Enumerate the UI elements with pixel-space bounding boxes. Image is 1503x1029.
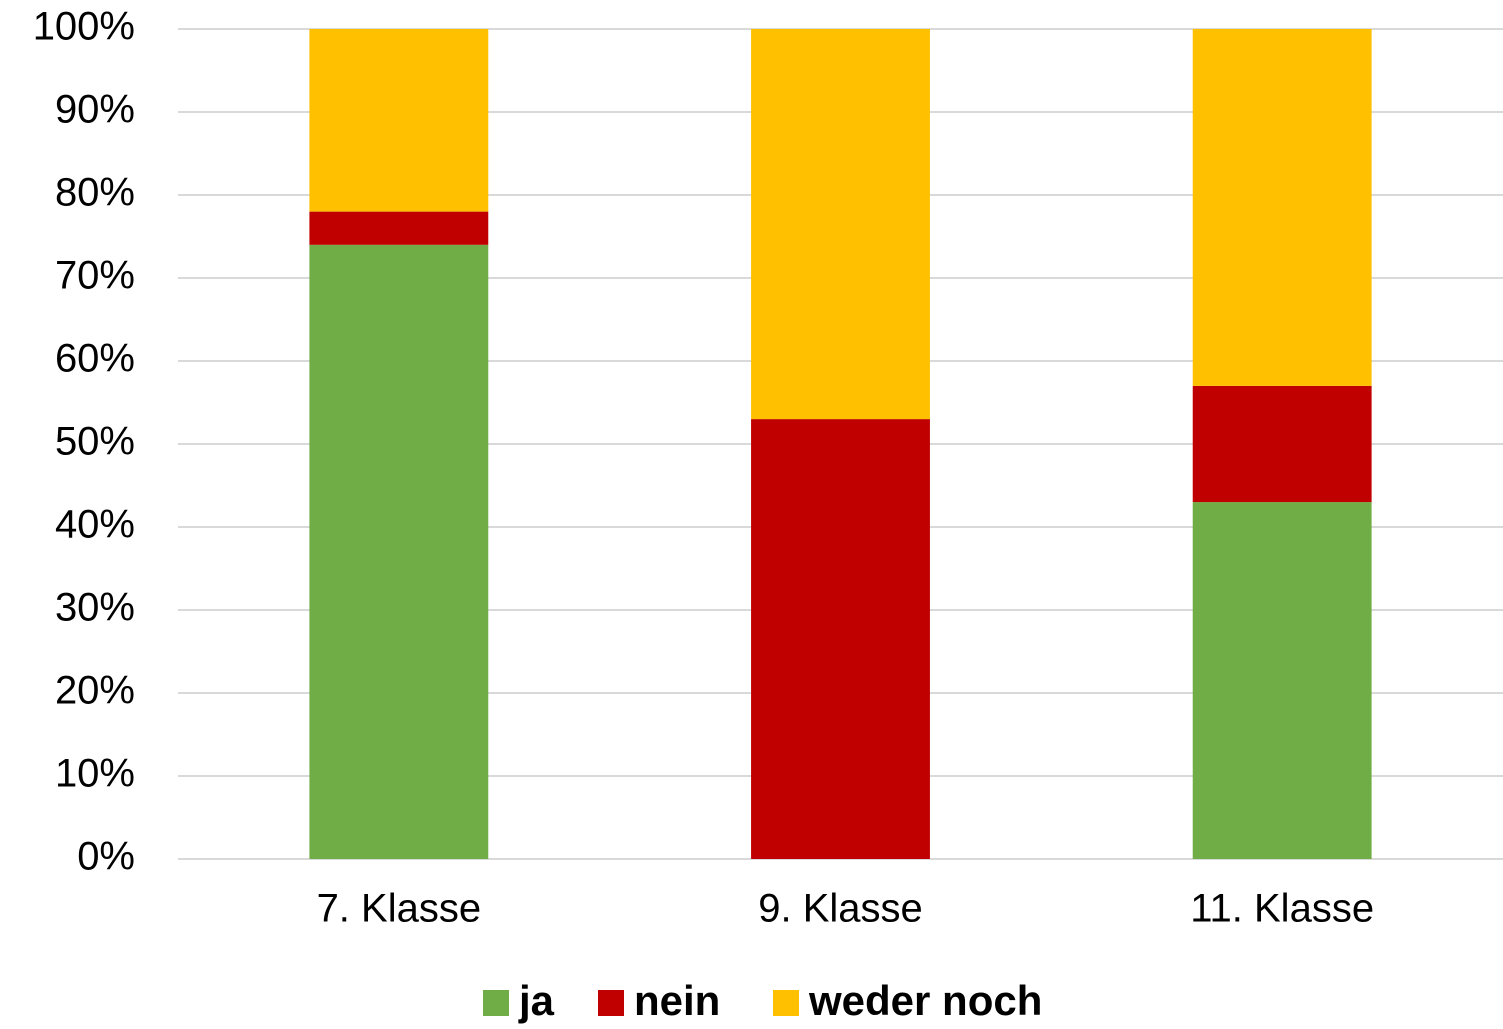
y-tick-label: 80% [55,171,135,215]
y-tick-label: 40% [55,503,135,547]
y-tick-label: 30% [55,586,135,630]
bar-segment [1192,29,1372,386]
legend-swatch [598,990,624,1016]
y-tick-label: 10% [55,752,135,796]
legend-swatch [773,990,799,1016]
bar-segment [751,419,930,859]
bar-segment [309,29,489,212]
bar-segment [1192,385,1372,503]
legend-swatch [483,990,509,1016]
bar-segment [309,244,489,860]
y-tick-label: 100% [33,5,135,49]
y-tick-label: 0% [77,835,135,879]
y-tick-label: 50% [55,420,135,464]
x-tick-label: 7. Klasse [317,887,482,931]
bar-segment [1192,502,1372,859]
bar-segment [751,29,930,420]
x-tick-label: 11. Klasse [1190,887,1374,931]
legend-label: ja [518,977,555,1024]
legend-label: nein [634,977,720,1024]
bar-segment [309,211,489,245]
legend-label: weder noch [808,977,1042,1024]
y-tick-label: 90% [55,88,135,132]
y-tick-label: 70% [55,254,135,298]
y-tick-label: 60% [55,337,135,381]
y-tick-label: 20% [55,669,135,713]
x-tick-label: 9. Klasse [758,887,923,931]
